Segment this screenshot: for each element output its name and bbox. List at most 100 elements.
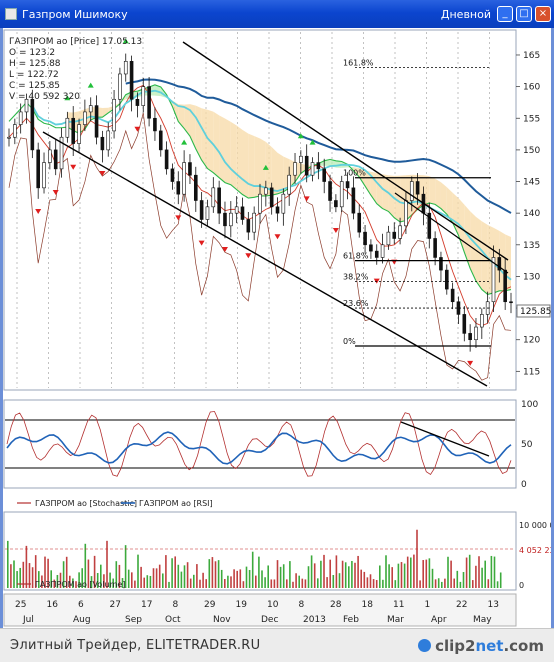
x-day-label: 27: [110, 600, 121, 610]
volume-bar: [134, 580, 136, 588]
volume-bar: [217, 560, 220, 588]
volume-bar: [112, 578, 114, 588]
price-tick-label: 165: [523, 51, 540, 61]
volume-bar: [81, 568, 83, 588]
candle-body: [427, 212, 432, 239]
cloud-segment: [277, 152, 284, 194]
x-day-label: 28: [330, 600, 342, 610]
volume-bar: [298, 575, 300, 588]
volume-bar: [140, 566, 142, 588]
volume-bar: [127, 569, 130, 588]
x-month-label: Dec: [261, 615, 278, 625]
volume-bar: [50, 570, 52, 588]
volume-bar: [251, 551, 254, 588]
candle-body: [211, 187, 216, 208]
volume-bar: [16, 571, 18, 588]
volume-bar: [267, 565, 269, 588]
candle-body: [193, 174, 198, 201]
footer: Элитный Трейдер, ELITETRADER.RU clip2 net…: [0, 628, 554, 662]
channel-trendlines: [42, 41, 509, 387]
volume-bar: [196, 564, 198, 588]
candle-body: [409, 181, 414, 201]
candle-body: [240, 206, 245, 220]
volume-bar: [168, 581, 170, 588]
candle-body: [497, 257, 502, 271]
volume-bar: [131, 572, 133, 588]
cloud-segment: [324, 159, 331, 166]
x-axis-bar: [3, 593, 517, 627]
volume-bar: [38, 571, 40, 588]
volume-bar: [385, 555, 387, 588]
sell-arrow: [70, 164, 77, 170]
candle-body: [380, 244, 385, 258]
x-month-label: Apr: [431, 615, 447, 625]
candle-body: [363, 231, 367, 246]
candle-body: [129, 61, 134, 100]
volume-bar: [428, 558, 431, 588]
candle-body: [88, 105, 93, 113]
cloud-segment: [248, 133, 255, 199]
close-button[interactable]: ×: [535, 6, 551, 22]
volume-bar: [22, 561, 25, 588]
legend-volume-series: ГАЗПРОМ ао [Volume]: [35, 580, 125, 589]
candle-body: [229, 212, 233, 227]
x-day-label: 8: [299, 600, 305, 610]
volume-bar: [65, 556, 68, 588]
volume-bar: [310, 555, 313, 588]
volume-bar: [326, 577, 328, 588]
candle-body: [188, 162, 192, 176]
volume-bar: [78, 572, 80, 588]
buy-arrow: [87, 82, 94, 88]
oscillator-lines: [5, 411, 515, 477]
candle-body: [100, 136, 105, 151]
sell-arrow: [221, 246, 228, 252]
cloud-segment: [213, 111, 220, 178]
volume-bar: [230, 576, 232, 588]
cloud-segment: [353, 167, 360, 177]
cloud-segment: [481, 221, 488, 295]
candle-body: [36, 149, 40, 189]
buy-arrow: [309, 139, 316, 145]
candle-body: [94, 105, 99, 138]
last-price-box: [516, 304, 551, 318]
sell-arrow: [52, 190, 59, 196]
candle-body: [123, 61, 128, 75]
volume-bar: [478, 556, 480, 588]
candle-body: [264, 187, 268, 195]
chart-frame: 161.8% 100% 61.8% 38.2% 23.6% 0% 165 160 155 150…: [0, 28, 554, 628]
candle-body: [112, 98, 116, 132]
volume-bar: [75, 581, 77, 588]
candle-body: [18, 111, 23, 125]
volume-bar: [369, 574, 372, 588]
minimize-button[interactable]: _: [497, 6, 513, 22]
legend-close: C = 125.85: [9, 81, 60, 91]
legend-name: ГАЗПРОМ ао [Price] 17.05.13: [9, 37, 142, 47]
sell-arrow: [175, 215, 182, 221]
volume-bar: [180, 571, 183, 588]
logo-main: clip2: [435, 636, 476, 655]
stochastic-line: [6, 411, 512, 477]
logo-accent: net: [475, 636, 504, 655]
candle-body: [386, 231, 391, 246]
clip2net-logo-icon: [418, 639, 432, 652]
candle-body: [433, 238, 437, 258]
volume-bar: [152, 568, 155, 588]
volume-bar: [419, 580, 421, 588]
volume-bar: [143, 577, 145, 588]
volume-bar: [41, 575, 43, 588]
x-day-label: 6: [78, 600, 84, 610]
cloud-segment: [446, 187, 453, 223]
volume-bar: [193, 574, 195, 588]
volume-bar: [465, 557, 468, 588]
candle-body: [509, 301, 513, 304]
logo-tld: .com: [503, 636, 544, 655]
volume-bar: [490, 555, 493, 588]
volume-bar: [28, 563, 31, 588]
candle-body: [415, 181, 420, 195]
volume-bar: [301, 578, 304, 588]
footer-credit: Элитный Трейдер, ELITETRADER.RU: [10, 638, 261, 653]
price-tick-label: 120: [523, 336, 540, 346]
volume-bar: [286, 579, 288, 588]
candle-body: [141, 86, 146, 106]
maximize-button[interactable]: □: [516, 6, 532, 22]
